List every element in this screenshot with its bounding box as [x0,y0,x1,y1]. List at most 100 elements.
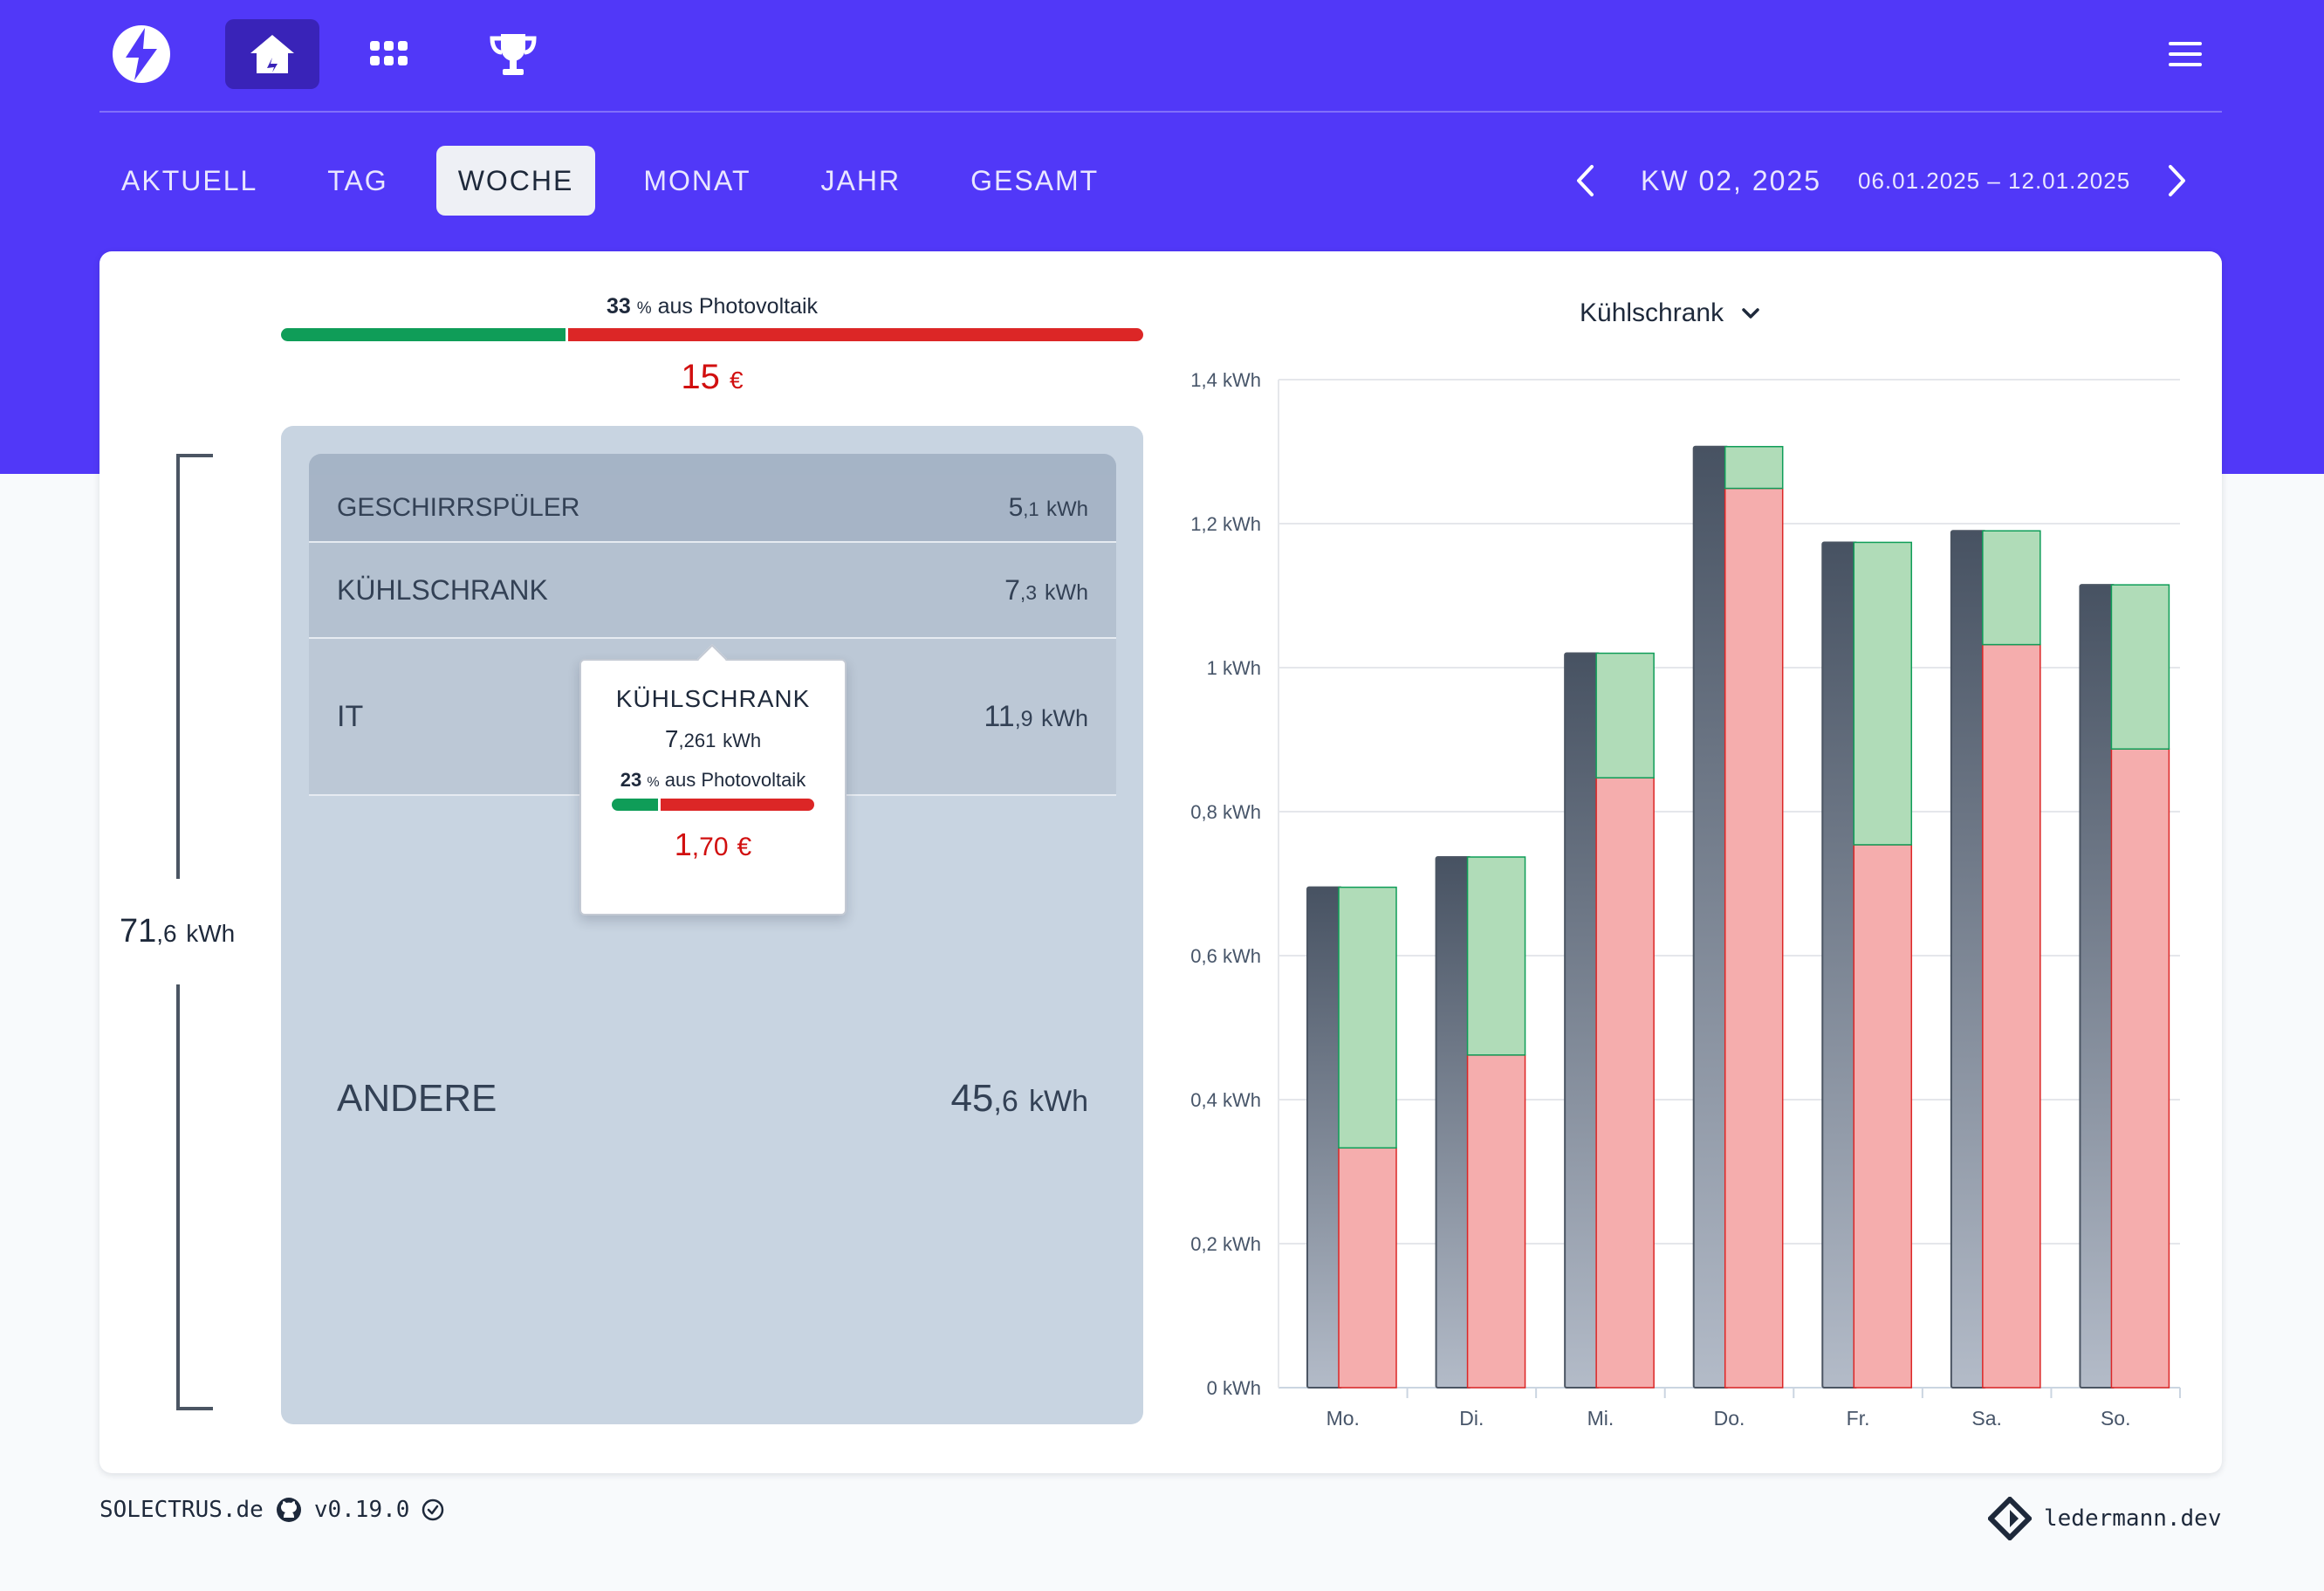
pv-share-green [281,328,566,341]
y-tick-label: 0,6 kWh [1190,945,1261,967]
consumer-value: 5,1 kWh [1009,493,1088,523]
bar-pv [1338,886,1397,1149]
consumer-value-int: 45 [950,1077,994,1120]
cost-currency: € [730,367,744,394]
bar-grid [1466,1054,1526,1389]
consumer-tooltip: KÜHLSCHRANK 7,261 kWh 23 % aus Photovolt… [579,659,847,916]
tooltip-pv-percent: 23 [620,769,642,791]
total-bracket-top [176,454,180,879]
bar-grid [1853,844,1913,1389]
footer-right: ledermann.dev [1988,1497,2222,1540]
bar-total [1950,530,1987,1389]
consumer-value-dec: ,9 [1014,706,1033,731]
pv-share-bar [281,328,1143,341]
bar-grid [1982,643,2041,1389]
bar-grid [1595,777,1655,1389]
pv-text: aus Photovoltaik [657,294,819,319]
top-nav [99,0,2222,113]
consumer-value-int: 7 [1004,573,1020,606]
x-tick-label: Mo. [1327,1407,1360,1430]
pv-percent: 33 [606,294,631,319]
home-icon [250,35,294,73]
tooltip-cost: 1,70 € [581,826,845,863]
consumer-select-label: Kühlschrank [1580,298,1724,327]
period-navigation: KW 02, 2025 06.01.2025 – 12.01.2025 [1562,145,2200,216]
tab-tag[interactable]: TAG [327,164,388,196]
cost-total: 15 € [281,358,1143,397]
pv-share-red [568,328,1143,341]
consumer-row-geschirrspueler[interactable]: GESCHIRRSPÜLER 5,1 kWh [309,475,1116,543]
tooltip-pv-text: aus Photovoltaik [664,769,806,791]
tab-aktuell[interactable]: AKTUELL [121,164,258,196]
tooltip-value-dec: ,261 [678,730,716,751]
y-tick-label: 0,8 kWh [1190,801,1261,823]
tooltip-pv-bar [612,799,814,811]
bar-total [1306,886,1343,1389]
cost-value: 15 [681,358,720,396]
total-bracket-bottom-cap [176,1407,213,1410]
bar-pv [2110,584,2170,750]
consumer-value-dec: ,6 [993,1085,1018,1118]
consumer-name: ANDERE [337,1077,497,1120]
chevron-right-icon[interactable] [2155,154,2200,207]
bolt-logo-icon[interactable] [110,23,173,86]
total-bracket-top-cap [176,454,213,457]
footer-author-link[interactable]: ledermann.dev [2044,1505,2222,1532]
total-int: 71 [120,913,157,950]
home-button[interactable] [225,19,319,89]
tooltip-value: 7,261 kWh [581,725,845,753]
tooltip-cost-dec: ,70 [691,833,729,861]
bar-grid [1724,487,1784,1389]
ledermann-logo-icon[interactable] [1988,1497,2032,1540]
panel-header-strip [309,454,1116,475]
period-label: KW 02, 2025 [1641,164,1821,196]
tooltip-value-int: 7 [664,725,679,752]
total-consumption: 71,6 kWh [120,913,235,950]
x-tick-label: Fr. [1847,1407,1870,1430]
consumer-name: KÜHLSCHRANK [337,573,548,606]
bar-pv [1466,856,1526,1056]
trophy-icon[interactable] [487,30,539,79]
github-icon[interactable] [276,1497,302,1523]
footer-brand-link[interactable]: SOLECTRUS.de [99,1497,264,1523]
bar-total [1692,445,1730,1389]
consumer-name: IT [337,699,364,733]
chevron-down-icon [1742,308,1759,319]
consumer-value-unit: kWh [1029,1085,1088,1118]
bar-grid [1338,1147,1397,1389]
chevron-left-icon[interactable] [1562,154,1608,207]
y-tick-label: 0 kWh [1207,1377,1261,1399]
consumer-row-andere[interactable]: ANDERE 45,6 kWh [309,798,1116,1400]
pv-share-label: 33 % aus Photovoltaik [281,294,1143,319]
bar-grid [2110,748,2170,1389]
consumer-value: 45,6 kWh [950,1077,1088,1121]
bar-total [1821,541,1859,1389]
bar-pv [1724,445,1784,490]
consumer-value: 11,9 kWh [984,700,1088,734]
hamburger-menu-icon[interactable] [2168,37,2203,72]
x-tick-label: So. [2101,1407,2131,1430]
tooltip-pv-unit: % [647,775,660,790]
y-tick-label: 1,2 kWh [1190,513,1261,535]
tab-monat[interactable]: MONAT [643,164,751,196]
bar-pv [1853,541,1913,846]
period-range: 06.01.2025 – 12.01.2025 [1858,167,2131,194]
tab-jahr[interactable]: JAHR [820,164,901,196]
check-circle-icon [422,1498,444,1521]
consumer-select[interactable]: Kühlschrank [1580,298,1760,328]
y-tick-label: 0,4 kWh [1190,1089,1261,1111]
consumer-value-unit: kWh [1045,579,1088,605]
x-tick-label: Mi. [1587,1407,1614,1430]
grid-icon[interactable] [368,33,410,75]
tooltip-title: KÜHLSCHRANK [615,685,811,712]
consumer-name: GESCHIRRSPÜLER [337,493,580,522]
tab-gesamt[interactable]: GESAMT [970,164,1100,196]
tab-woche[interactable]: WOCHE [435,146,596,216]
consumer-value: 7,3 kWh [1004,574,1088,607]
consumer-row-kuehlschrank[interactable]: KÜHLSCHRANK 7,3 kWh [309,543,1116,639]
consumption-chart: 0 kWh 0,2 kWh 0,4 kWh 0,6 kWh 0,8 kWh 1 kWh 1,… [1190,369,2181,1430]
consumer-value-dec: ,1 [1023,498,1039,520]
consumer-panel: GESCHIRRSPÜLER 5,1 kWh KÜHLSCHRANK 7,3 k… [281,426,1143,1424]
tooltip-value-unit: kWh [723,730,762,751]
period-tabs: AKTUELL TAG WOCHE MONAT JAHR GESAMT [99,145,1147,216]
